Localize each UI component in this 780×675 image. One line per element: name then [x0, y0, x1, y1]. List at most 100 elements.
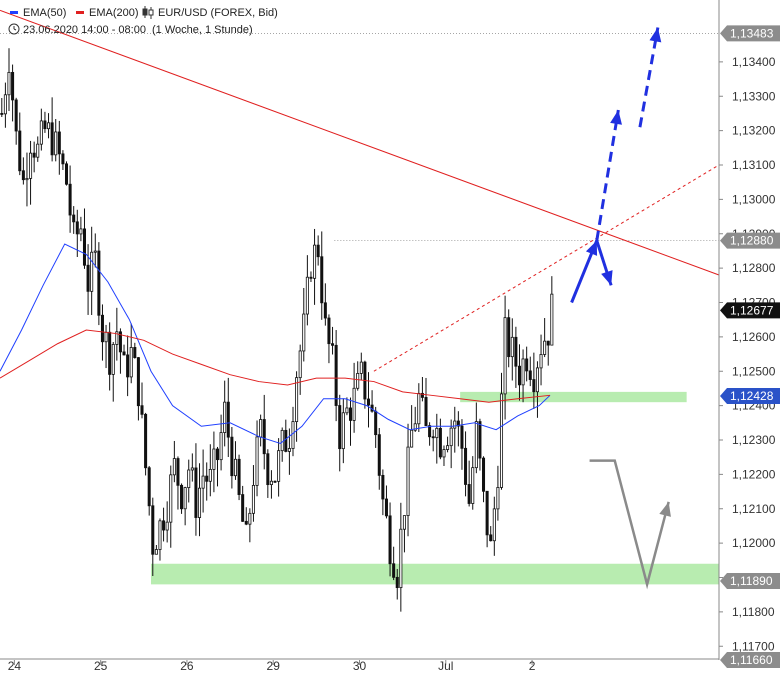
- candle: [338, 394, 342, 472]
- candle: [478, 418, 482, 471]
- candle: [266, 449, 270, 498]
- candle-body: [144, 413, 148, 469]
- x-axis-ticks: 24 25 26 29 30 Jul 2: [8, 659, 536, 673]
- candle: [399, 502, 403, 612]
- candle: [471, 456, 475, 510]
- candle: [226, 377, 230, 458]
- candle: [190, 453, 194, 482]
- candle-body: [183, 487, 187, 510]
- candle-body: [230, 436, 234, 477]
- candle-body: [57, 131, 61, 155]
- legend-label-ema200[interactable]: EMA(200): [89, 7, 139, 19]
- candle: [90, 226, 94, 316]
- candle: [456, 411, 460, 447]
- candle: [122, 344, 126, 356]
- candle: [111, 342, 115, 402]
- y-tick-label: 1,12000: [732, 536, 776, 550]
- candle: [331, 326, 335, 355]
- candle: [402, 515, 406, 553]
- candle-body: [485, 490, 489, 536]
- candle: [14, 97, 18, 145]
- candle: [18, 112, 22, 176]
- candle-body: [118, 331, 122, 353]
- candle: [64, 161, 69, 186]
- candle-body: [237, 458, 241, 495]
- candle: [309, 271, 313, 283]
- candle-body: [359, 361, 363, 374]
- legend-label-ema50[interactable]: EMA(50): [23, 7, 66, 19]
- candle: [158, 518, 162, 561]
- candle: [291, 406, 295, 457]
- candle-body: [442, 449, 446, 458]
- y-tick-label: 1,12800: [732, 261, 776, 275]
- candle-body: [122, 351, 126, 356]
- candle: [424, 377, 428, 427]
- candle-body: [54, 131, 58, 156]
- candle-body: [453, 420, 457, 429]
- candle-body: [496, 487, 500, 510]
- candle: [0, 98, 4, 118]
- candle: [316, 235, 320, 266]
- arrow-head-4: [659, 501, 671, 517]
- candle: [313, 228, 317, 305]
- candle: [126, 335, 130, 397]
- candle-body: [108, 331, 112, 375]
- candle: [7, 48, 11, 111]
- y-tick-label: 1,12100: [732, 502, 776, 516]
- candle: [341, 398, 345, 464]
- x-tick-label: 29: [267, 659, 281, 673]
- candle-body: [323, 302, 327, 319]
- candle-body: [169, 474, 173, 523]
- candle: [237, 454, 241, 501]
- candle-body: [424, 397, 428, 427]
- candle: [323, 283, 327, 326]
- candle: [108, 322, 112, 391]
- arrow-4: [589, 459, 670, 590]
- candle: [57, 120, 61, 175]
- y-tick-label: 1,12600: [732, 330, 776, 344]
- candle: [413, 406, 417, 432]
- price-badge-bg: [720, 572, 780, 589]
- candle-body: [86, 264, 90, 292]
- candle-body: [68, 183, 72, 216]
- ema50-line: [0, 243, 551, 444]
- candle: [543, 318, 547, 358]
- candle-body: [449, 427, 453, 447]
- candle: [230, 427, 234, 489]
- candle: [3, 82, 7, 128]
- y-tick-label: 1,11700: [732, 639, 775, 653]
- candle-body: [420, 392, 424, 398]
- candle-body: [327, 317, 331, 345]
- legend-swatch-ema50: [10, 11, 18, 14]
- candle-body: [223, 401, 227, 433]
- candle-body: [244, 520, 248, 525]
- candle: [277, 438, 281, 497]
- candle: [133, 342, 137, 359]
- price-badge-gray: 1,12880: [720, 232, 780, 249]
- candle-body: [93, 250, 97, 253]
- candle: [100, 304, 104, 361]
- candle: [482, 456, 486, 503]
- candle-body: [381, 474, 385, 500]
- candle-body: [532, 379, 536, 393]
- candle-body: [374, 410, 378, 436]
- price-badge-label: 1,11660: [730, 653, 773, 667]
- candle-body: [97, 250, 101, 316]
- candle: [453, 406, 457, 453]
- candle-body: [3, 94, 7, 115]
- candle-body: [262, 419, 266, 455]
- candle-body: [43, 120, 47, 130]
- candle-body: [478, 421, 482, 459]
- candle-body: [64, 163, 69, 185]
- reference-lines: [0, 32, 719, 242]
- candle: [449, 419, 453, 469]
- candle-body: [136, 357, 140, 407]
- clock-icon: [8, 23, 20, 35]
- candle-body: [295, 377, 299, 423]
- candle-body: [489, 534, 493, 542]
- candle-body: [29, 152, 33, 179]
- arrow-head-1: [601, 270, 613, 286]
- candle: [198, 463, 202, 537]
- candle: [47, 113, 51, 139]
